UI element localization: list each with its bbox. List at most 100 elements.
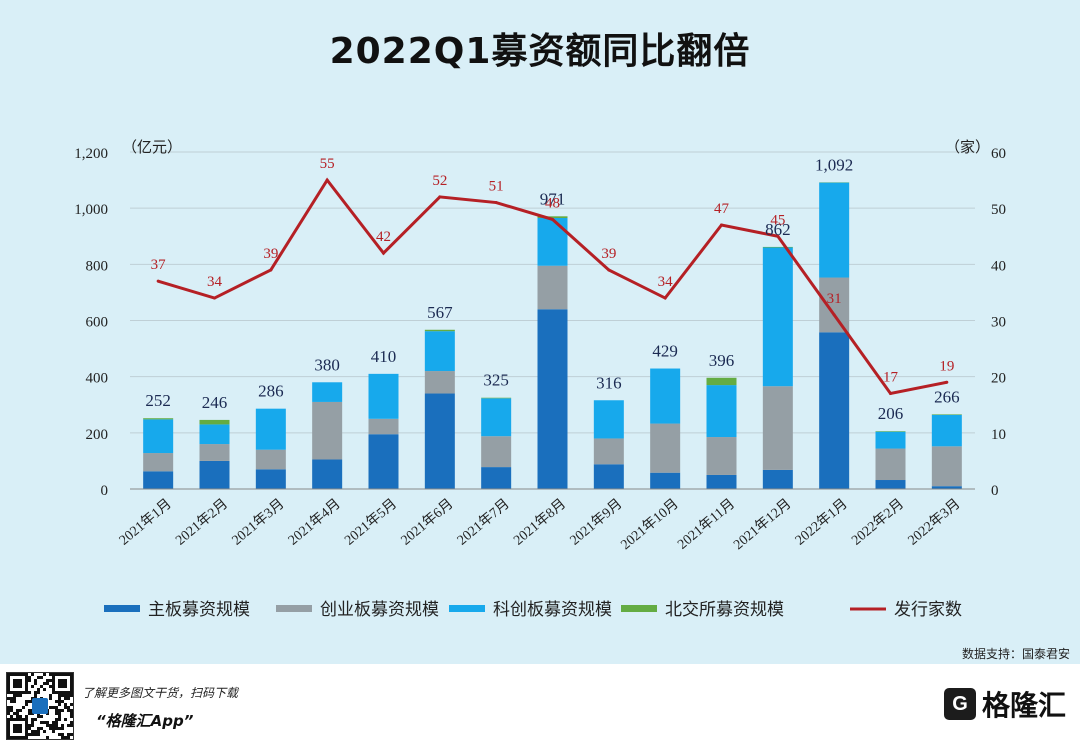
x-tick-label: 2021年12月 [730,496,794,553]
qr-module [49,673,52,676]
total-label: 380 [314,355,340,374]
y-right-axis-label: （家） [945,138,990,156]
qr-module [52,691,55,694]
right-axis: 0 10 20 30 40 50 60（家） [945,138,1006,499]
qr-module [58,712,61,715]
qr-module [64,682,67,685]
x-tick-label: 2021年9月 [567,496,626,549]
line-point [438,195,442,199]
qr-module [37,676,40,679]
qr-module [64,691,67,694]
line-point [551,217,554,221]
qr-module [70,679,73,682]
bar-1-10 [706,437,737,475]
qr-module [61,691,64,694]
qr-module [7,721,10,724]
qr-module [49,694,52,697]
qr-module [55,721,58,724]
qr-module [13,694,16,697]
qr-module [25,679,28,682]
y-right-tick-label: 20 [991,371,1006,387]
qr-module [58,694,61,697]
total-label: 567 [427,303,453,322]
qr-module [16,682,19,685]
line-point [889,392,892,396]
x-tick-label: 2021年5月 [342,496,401,549]
qr-module [55,691,58,694]
qr-module [67,724,70,727]
qr-module [37,733,40,736]
qr-module [25,736,28,739]
qr-module [52,706,55,709]
legend-swatch [104,605,140,612]
footer: 了解更多图文干货，扫码下载 “格隆汇App” G 格隆汇 [0,664,1080,745]
qr-module [10,706,13,709]
bar-0-5 [424,393,455,489]
footer-app-name: “格隆汇App” [96,712,194,730]
qr-module [67,691,70,694]
legend-label: 科创板募资规模 [493,600,612,620]
qr-module [31,733,34,736]
qr-module [25,673,28,676]
qr-module [58,703,61,706]
qr-module [58,685,61,688]
line-point [494,201,498,205]
qr-module [16,709,19,712]
qr-module [64,685,67,688]
qr-module [10,673,13,676]
y-right-tick-label: 0 [991,483,999,499]
qr-module [58,718,61,721]
line-point [213,296,216,300]
qr-module [13,682,16,685]
qr-module [13,673,16,676]
line-point [945,380,949,384]
bar-0-12 [819,332,850,489]
qr-module [10,718,13,721]
qr-module [13,736,16,739]
qr-module [16,712,19,715]
qr-module [22,736,25,739]
x-tick-label: 2021年7月 [454,496,513,549]
bar-2-1 [199,424,230,445]
qr-module [25,724,28,727]
qr-module [28,700,31,703]
bar-3-14 [931,414,962,415]
x-tick-label: 2021年1月 [116,496,175,549]
bar-3-6 [481,397,512,399]
qr-module [28,709,31,712]
qr-module [49,685,52,688]
bars [143,182,962,489]
qr-module [67,709,70,712]
qr-module [7,688,10,691]
qr-module [37,688,40,691]
bar-3-10 [706,377,737,386]
bar-1-5 [424,371,455,394]
bar-0-14 [931,486,962,489]
qr-module [67,694,70,697]
bar-0-3 [312,459,343,489]
line-value-label: 51 [489,179,504,195]
legend-swatch [449,605,485,612]
qr-module [31,718,34,721]
total-label: 410 [371,347,397,366]
qr-module [34,679,37,682]
qr-module [25,715,28,718]
qr-module [61,673,64,676]
bar-0-4 [368,434,399,489]
qr-module [55,673,58,676]
x-tick-label: 2022年2月 [849,496,908,549]
line-value-label: 48 [545,195,560,211]
qr-module [37,691,40,694]
qr-module [28,727,31,730]
qr-module [16,724,19,727]
qr-module [43,682,46,685]
qr-module [7,697,10,700]
bar-3-1 [199,419,230,425]
qr-module [64,694,67,697]
y-right-tick-label: 40 [991,258,1006,274]
qr-module [13,700,16,703]
line-point [156,279,160,283]
qr-module [67,736,70,739]
qr-module [28,691,31,694]
bar-0-7 [537,309,568,489]
